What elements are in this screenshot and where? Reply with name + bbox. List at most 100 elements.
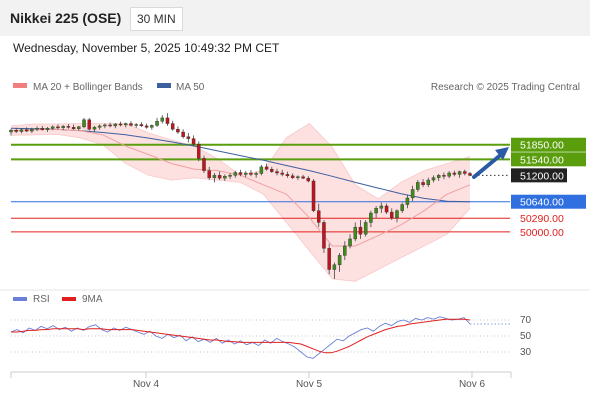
datetime-label: Wednesday, November 5, 2025 10:49:32 PM … xyxy=(13,41,280,55)
x-tick-nov6: Nov 6 xyxy=(459,379,486,390)
ma9-legend-swatch xyxy=(62,297,76,301)
candle-body xyxy=(77,126,81,129)
candle xyxy=(197,141,201,162)
candle xyxy=(9,128,13,136)
candle-body xyxy=(45,128,50,130)
candle-body xyxy=(306,177,311,182)
candle-body xyxy=(457,171,462,175)
candle xyxy=(165,113,170,126)
level-tag-0-label: 51850.00 xyxy=(520,140,564,152)
candle xyxy=(202,155,206,173)
candle xyxy=(97,124,102,130)
candle xyxy=(390,208,394,221)
candle-body xyxy=(301,176,305,179)
x-tick-nov5: Nov 5 xyxy=(296,379,323,390)
candle-body xyxy=(176,128,180,133)
candle-body xyxy=(426,179,431,185)
candle xyxy=(343,241,347,261)
rsi-panel xyxy=(10,316,510,359)
candle-body xyxy=(207,170,211,178)
candle xyxy=(61,124,65,131)
candle xyxy=(270,166,274,173)
candle-body xyxy=(416,182,420,190)
candle xyxy=(447,171,451,179)
candle-body xyxy=(400,204,404,211)
candle-body xyxy=(19,129,24,132)
candle-body xyxy=(92,127,97,130)
candle-body xyxy=(363,222,368,235)
candle xyxy=(30,127,34,133)
candle-body xyxy=(395,210,399,218)
timeframe-badge[interactable]: 30 MIN xyxy=(130,7,183,31)
candle-body xyxy=(40,128,45,130)
level-tag-3-label: 50640.00 xyxy=(520,197,564,209)
candle-body xyxy=(332,264,337,270)
candle-body xyxy=(421,182,425,185)
candle xyxy=(191,135,196,147)
candle-body xyxy=(337,255,342,266)
candle xyxy=(103,123,107,129)
candle-body xyxy=(384,205,389,213)
candle-body xyxy=(447,172,451,177)
candle xyxy=(129,121,133,127)
candle xyxy=(384,203,389,214)
candle-body xyxy=(369,212,373,223)
rsi-tick-70: 70 xyxy=(520,315,532,326)
candle-body xyxy=(9,129,13,133)
candle xyxy=(296,175,300,181)
candle-body xyxy=(285,174,290,177)
candle-body xyxy=(275,171,279,174)
ma9-legend-label: 9MA xyxy=(82,294,103,305)
candle-body xyxy=(113,123,118,127)
candle xyxy=(155,117,159,127)
rsi-legend-swatch xyxy=(13,297,27,301)
ma50-legend-label: MA 50 xyxy=(176,82,205,93)
candle-body xyxy=(66,126,71,128)
candle xyxy=(77,125,81,131)
candle xyxy=(212,172,217,183)
candle xyxy=(223,174,227,181)
candle xyxy=(358,220,363,239)
level-tag-2-bg xyxy=(511,168,567,183)
candle xyxy=(233,170,238,178)
candle xyxy=(144,123,149,129)
level-tag-2-label: 51200.00 xyxy=(520,170,564,182)
candle xyxy=(207,166,211,181)
candle-body xyxy=(139,124,144,127)
candle-body xyxy=(452,172,457,175)
candle xyxy=(452,170,457,177)
candle xyxy=(217,171,222,181)
rsi-line xyxy=(10,316,471,359)
candle xyxy=(259,164,264,176)
candle-body xyxy=(71,127,76,129)
candle xyxy=(374,205,378,218)
candle-body xyxy=(259,166,264,174)
candle xyxy=(264,163,269,171)
candle xyxy=(14,127,18,133)
candle xyxy=(369,210,373,228)
level-tag-5-label: 50000.00 xyxy=(520,227,564,239)
candle-body xyxy=(103,124,107,127)
candle-body xyxy=(405,197,410,205)
candle-body xyxy=(264,166,269,170)
level-tag-4-label: 50290.00 xyxy=(520,213,564,225)
candle xyxy=(442,172,446,180)
candle xyxy=(421,179,425,188)
candle-body xyxy=(431,177,436,181)
candle xyxy=(285,171,290,178)
candle xyxy=(416,180,420,192)
ma50-line xyxy=(10,127,471,203)
level-tag-0-bg xyxy=(511,137,586,152)
candle-body xyxy=(243,172,248,175)
candle-body xyxy=(436,175,441,178)
candle xyxy=(426,177,431,188)
candle xyxy=(124,122,128,128)
candle-body xyxy=(118,123,123,126)
candle xyxy=(170,120,175,131)
candle xyxy=(468,172,472,177)
level-tag-1-bg xyxy=(511,152,586,167)
candle xyxy=(176,126,180,134)
ma20-legend-label: MA 20 + Bollinger Bands xyxy=(33,82,143,93)
candle-body xyxy=(124,123,128,126)
